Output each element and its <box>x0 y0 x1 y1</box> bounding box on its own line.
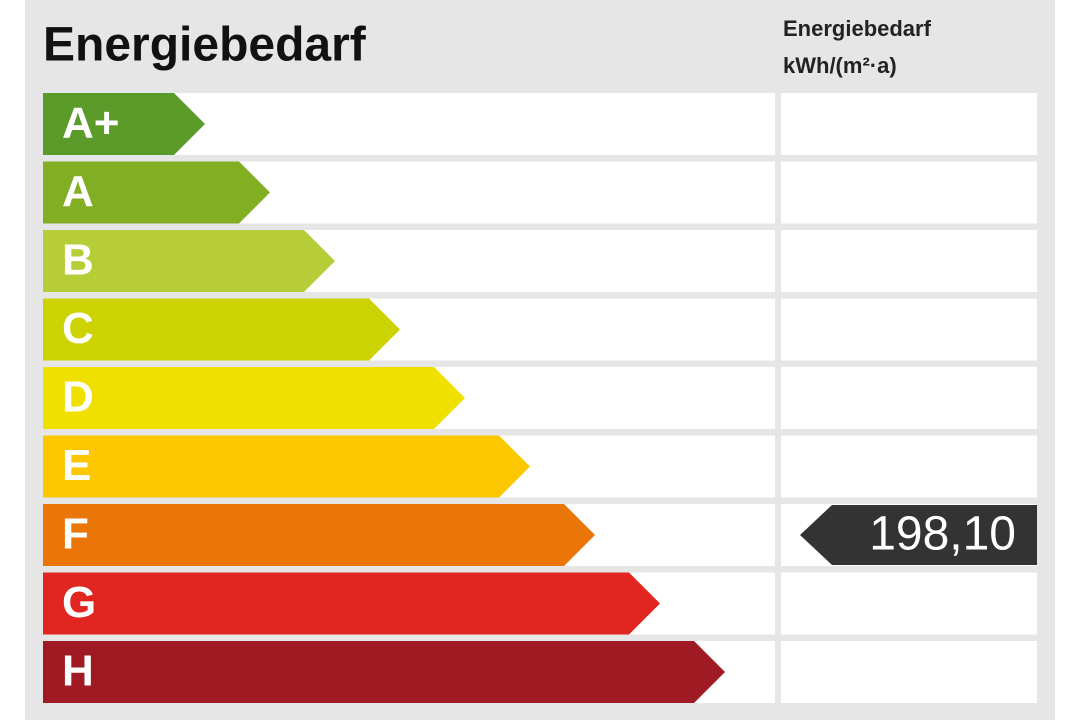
class-label: E <box>62 441 91 490</box>
value-cell <box>781 572 1037 635</box>
value-cell <box>781 435 1037 498</box>
class-arrow <box>43 298 400 361</box>
value-cell <box>781 93 1037 155</box>
value-cell <box>781 230 1037 292</box>
value-cell <box>781 367 1037 429</box>
column-header: Energiebedarf <box>783 16 932 41</box>
class-arrow <box>43 504 595 566</box>
class-label: D <box>62 373 94 422</box>
class-label: C <box>62 304 94 353</box>
value-marker <box>800 505 1037 565</box>
title: Energiebedarf <box>43 19 367 72</box>
value-cell <box>781 641 1037 703</box>
class-label: F <box>62 510 89 559</box>
class-label: A <box>62 167 94 216</box>
class-label: G <box>62 578 96 627</box>
class-arrow <box>43 230 335 292</box>
column-header: kWh/(m²·a) <box>783 53 897 78</box>
class-label: A+ <box>62 99 119 148</box>
class-arrow <box>43 641 725 703</box>
class-label: B <box>62 236 94 285</box>
value-cell <box>781 161 1037 224</box>
class-arrow <box>43 161 270 224</box>
class-arrow <box>43 572 660 635</box>
value-label: 198,10 <box>869 508 1016 561</box>
class-label: H <box>62 647 94 696</box>
class-arrow <box>43 367 465 429</box>
class-arrow <box>43 93 205 155</box>
class-arrow <box>43 435 530 498</box>
value-cell <box>781 298 1037 361</box>
